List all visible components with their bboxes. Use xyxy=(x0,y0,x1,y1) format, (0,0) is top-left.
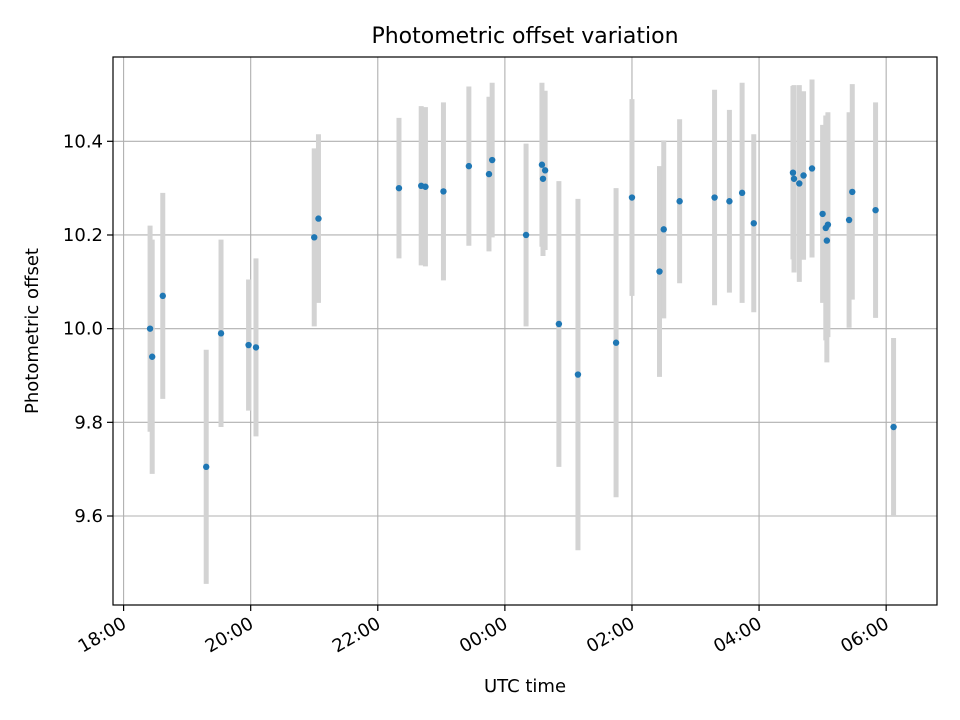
data-point xyxy=(849,188,856,196)
y-tick-label: 10.2 xyxy=(63,225,103,246)
data-point xyxy=(845,216,853,224)
data-point xyxy=(485,170,493,178)
data-point xyxy=(824,221,832,228)
data-point xyxy=(676,198,683,205)
data-point xyxy=(612,339,620,346)
data-point xyxy=(203,463,210,471)
data-point xyxy=(488,156,496,164)
data-point xyxy=(541,167,549,174)
data-point xyxy=(555,320,563,328)
data-point xyxy=(660,226,667,233)
data-point xyxy=(538,161,546,168)
data-point xyxy=(245,341,252,349)
y-tick-label: 9.6 xyxy=(74,506,103,527)
data-point xyxy=(146,325,154,332)
x-axis-label: UTC time xyxy=(484,676,566,697)
data-point xyxy=(574,371,582,378)
data-point xyxy=(440,188,447,195)
data-point xyxy=(217,330,225,337)
data-points xyxy=(146,156,897,471)
y-tick-label: 9.8 xyxy=(74,412,103,433)
data-point xyxy=(823,237,831,244)
data-point xyxy=(539,175,547,182)
data-point xyxy=(819,210,826,218)
data-point xyxy=(522,231,530,239)
data-point xyxy=(628,194,636,201)
data-point xyxy=(872,206,879,214)
data-point xyxy=(890,423,897,431)
data-point xyxy=(395,184,403,192)
data-point xyxy=(656,268,663,275)
data-point xyxy=(738,189,746,197)
data-point xyxy=(148,353,156,360)
plot-frame xyxy=(112,56,938,606)
data-point xyxy=(726,198,733,205)
data-point xyxy=(465,162,473,170)
y-axis-label: Photometric offset xyxy=(22,248,43,414)
data-point xyxy=(711,194,718,201)
data-point xyxy=(311,234,318,241)
data-point xyxy=(796,180,803,187)
y-tick-label: 10.0 xyxy=(63,319,103,340)
y-axis-ticks: 9.6 9.8 10.0 10.2 10.4 xyxy=(63,131,113,527)
data-point xyxy=(252,344,260,351)
data-point xyxy=(789,169,797,176)
data-point xyxy=(750,220,757,227)
data-point xyxy=(790,175,798,182)
grid-lines xyxy=(113,57,937,605)
chart-title: Photometric offset variation xyxy=(371,24,678,49)
data-point xyxy=(315,215,322,222)
data-point xyxy=(800,172,807,179)
y-tick-label: 10.4 xyxy=(63,131,103,152)
data-point xyxy=(808,165,816,172)
data-point xyxy=(159,292,166,300)
data-point xyxy=(422,183,429,190)
